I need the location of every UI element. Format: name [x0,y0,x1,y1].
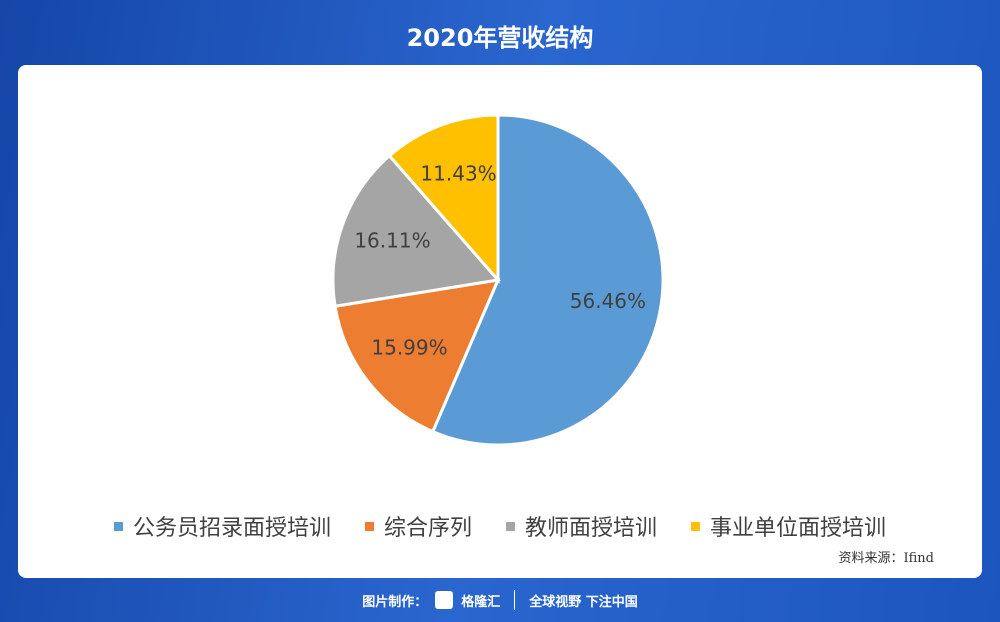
legend-label: 事业单位面授培训 [710,516,887,541]
legend: 公务员招录面授培训 综合序列 教师面授培训 事业单位面授培训 [18,510,982,542]
brand: 格隆汇 [461,594,501,610]
pie-chart: 56.46% 15.99% 16.11% 11.43% [331,113,665,447]
chart-title: 2020年营收结构 [406,24,594,52]
source-note: 资料来源：Ifind [838,551,934,566]
slogan: 全球视野 下注中国 [529,594,638,610]
legend-swatch [506,521,515,531]
legend-item: 综合序列 [364,510,472,542]
legend-item: 教师面授培训 [506,510,657,542]
data-label: 15.99% [371,335,447,359]
legend-label: 教师面授培训 [525,516,658,541]
data-label: 56.46% [570,289,646,313]
legend-label: 综合序列 [383,516,472,541]
chart-panel: 56.46% 15.99% 16.11% 11.43% 公务员招录面授培训 综合序列 教师… [18,65,982,578]
legend-swatch [691,521,701,531]
separator [514,590,516,610]
legend-swatch [364,521,374,531]
legend-label: 公务员招录面授培训 [132,516,331,541]
data-label: 11.43% [420,161,496,185]
data-label: 16.11% [354,228,430,252]
legend-swatch [113,521,123,531]
pie-slice [333,278,501,434]
footer: 图片制作： 格隆汇 全球视野 下注中国 [0,590,1000,610]
credit: 图片制作： [362,594,428,610]
brand-logo [435,591,454,609]
pie-slice [331,153,501,308]
legend-item: 事业单位面授培训 [691,510,886,542]
legend-item: 公务员招录面授培训 [113,510,331,542]
pie-slice [430,113,665,447]
pie-slice [387,113,500,284]
